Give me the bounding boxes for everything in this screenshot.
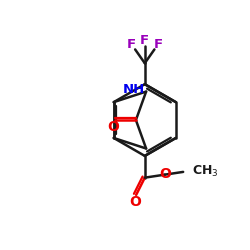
Text: NH: NH [123,83,145,96]
Text: F: F [140,34,149,47]
Text: O: O [160,167,171,181]
Text: O: O [129,195,141,209]
Text: F: F [127,38,136,51]
Text: F: F [154,38,162,51]
Text: O: O [107,120,119,134]
Text: CH$_3$: CH$_3$ [192,164,218,179]
